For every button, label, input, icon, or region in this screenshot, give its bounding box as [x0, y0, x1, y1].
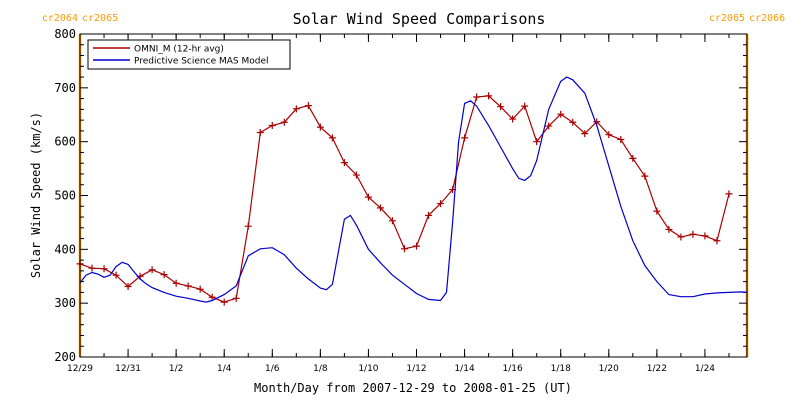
omni-data-point [509, 115, 517, 123]
omni-data-point [485, 92, 493, 100]
omni-data-point [88, 264, 96, 272]
carrington-label-left: cr2065 [709, 13, 745, 24]
omni-data-point [557, 110, 565, 118]
omni-data-point [569, 118, 577, 126]
omni-data-point [725, 190, 733, 198]
omni-data-point [352, 171, 360, 179]
x-tick-label: 1/8 [313, 364, 328, 374]
y-tick-label: 200 [54, 350, 76, 364]
omni-data-point [689, 230, 697, 238]
omni-data-point [244, 222, 252, 230]
omni-data-point [581, 130, 589, 138]
x-tick-label: 1/10 [358, 364, 378, 374]
omni-data-point [172, 279, 180, 287]
omni-data-point [653, 207, 661, 215]
omni-data-point [473, 93, 481, 101]
legend-label: OMNI_M (12-hr avg) [134, 45, 224, 55]
omni-data-point [521, 102, 529, 110]
carrington-label-right: cr2066 [749, 13, 785, 24]
x-axis-label: Month/Day from 2007-12-29 to 2008-01-25 … [254, 381, 572, 395]
x-tick-label: 1/20 [599, 364, 619, 374]
y-tick-label: 400 [54, 242, 76, 256]
omni-data-point [316, 123, 324, 131]
omni-data-point [713, 237, 721, 245]
legend-label: Predictive Science MAS Model [134, 57, 269, 67]
omni-data-point [629, 154, 637, 162]
omni-data-point [701, 232, 709, 240]
omni-data-point [124, 282, 132, 290]
omni-data-point [545, 122, 553, 130]
x-tick-label: 1/4 [217, 364, 232, 374]
omni-data-point [328, 134, 336, 142]
y-axis-label: Solar Wind Speed (km/s) [29, 112, 43, 278]
omni-data-point [641, 172, 649, 180]
omni-data-point [677, 233, 685, 241]
omni-data-point [148, 266, 156, 274]
omni-data-point [425, 211, 433, 219]
legend-box [87, 39, 291, 70]
carrington-label-left: cr2064 [42, 13, 78, 24]
x-tick-label: 12/31 [115, 364, 141, 374]
omni-data-point [413, 242, 421, 250]
omni-data-point [220, 298, 228, 306]
omni-data-point [497, 103, 505, 111]
omni-data-point [364, 193, 372, 201]
x-tick-label: 1/14 [454, 364, 474, 374]
x-tick-label: 1/6 [265, 364, 280, 374]
y-tick-label: 700 [54, 81, 76, 95]
omni-data-point [280, 118, 288, 126]
y-tick-label: 300 [54, 296, 76, 310]
omni-data-point [665, 225, 673, 233]
omni-data-point [112, 271, 120, 279]
omni-data-point [232, 294, 240, 302]
omni-data-point [437, 200, 445, 208]
omni-data-point [617, 136, 625, 144]
omni-data-point [461, 134, 469, 142]
x-tick-label: 1/12 [406, 364, 426, 374]
omni-data-point [376, 204, 384, 212]
x-tick-label: 1/16 [503, 364, 523, 374]
omni-data-point [208, 293, 216, 301]
omni-data-point [605, 131, 613, 139]
omni-data-point [268, 122, 276, 130]
y-tick-label: 800 [54, 27, 76, 41]
omni-data-point [304, 102, 312, 110]
x-tick-label: 1/18 [551, 364, 571, 374]
series-line-mas-model [79, 76, 748, 303]
omni-data-point [160, 271, 168, 279]
x-tick-label: 1/24 [695, 364, 715, 374]
y-tick-label: 600 [54, 135, 76, 149]
omni-data-point [100, 265, 108, 273]
x-tick-label: 12/29 [67, 364, 93, 374]
chart-title: Solar Wind Speed Comparisons [293, 10, 546, 28]
omni-data-point [400, 245, 408, 253]
x-tick-label: 1/2 [169, 364, 183, 374]
plot-frame [79, 33, 748, 358]
carrington-label-right: cr2065 [82, 13, 118, 24]
omni-data-point [388, 217, 396, 225]
legend: OMNI_M (12-hr avg) Predictive Science MAS… [87, 39, 291, 70]
omni-data-point [184, 282, 192, 290]
omni-data-point [533, 138, 541, 146]
omni-data-point [256, 129, 264, 137]
series-layer [76, 76, 748, 306]
omni-data-point [340, 159, 348, 167]
omni-data-point [292, 105, 300, 113]
x-tick-label: 1/22 [647, 364, 667, 374]
omni-data-point [196, 285, 204, 293]
y-tick-label: 500 [54, 189, 76, 203]
